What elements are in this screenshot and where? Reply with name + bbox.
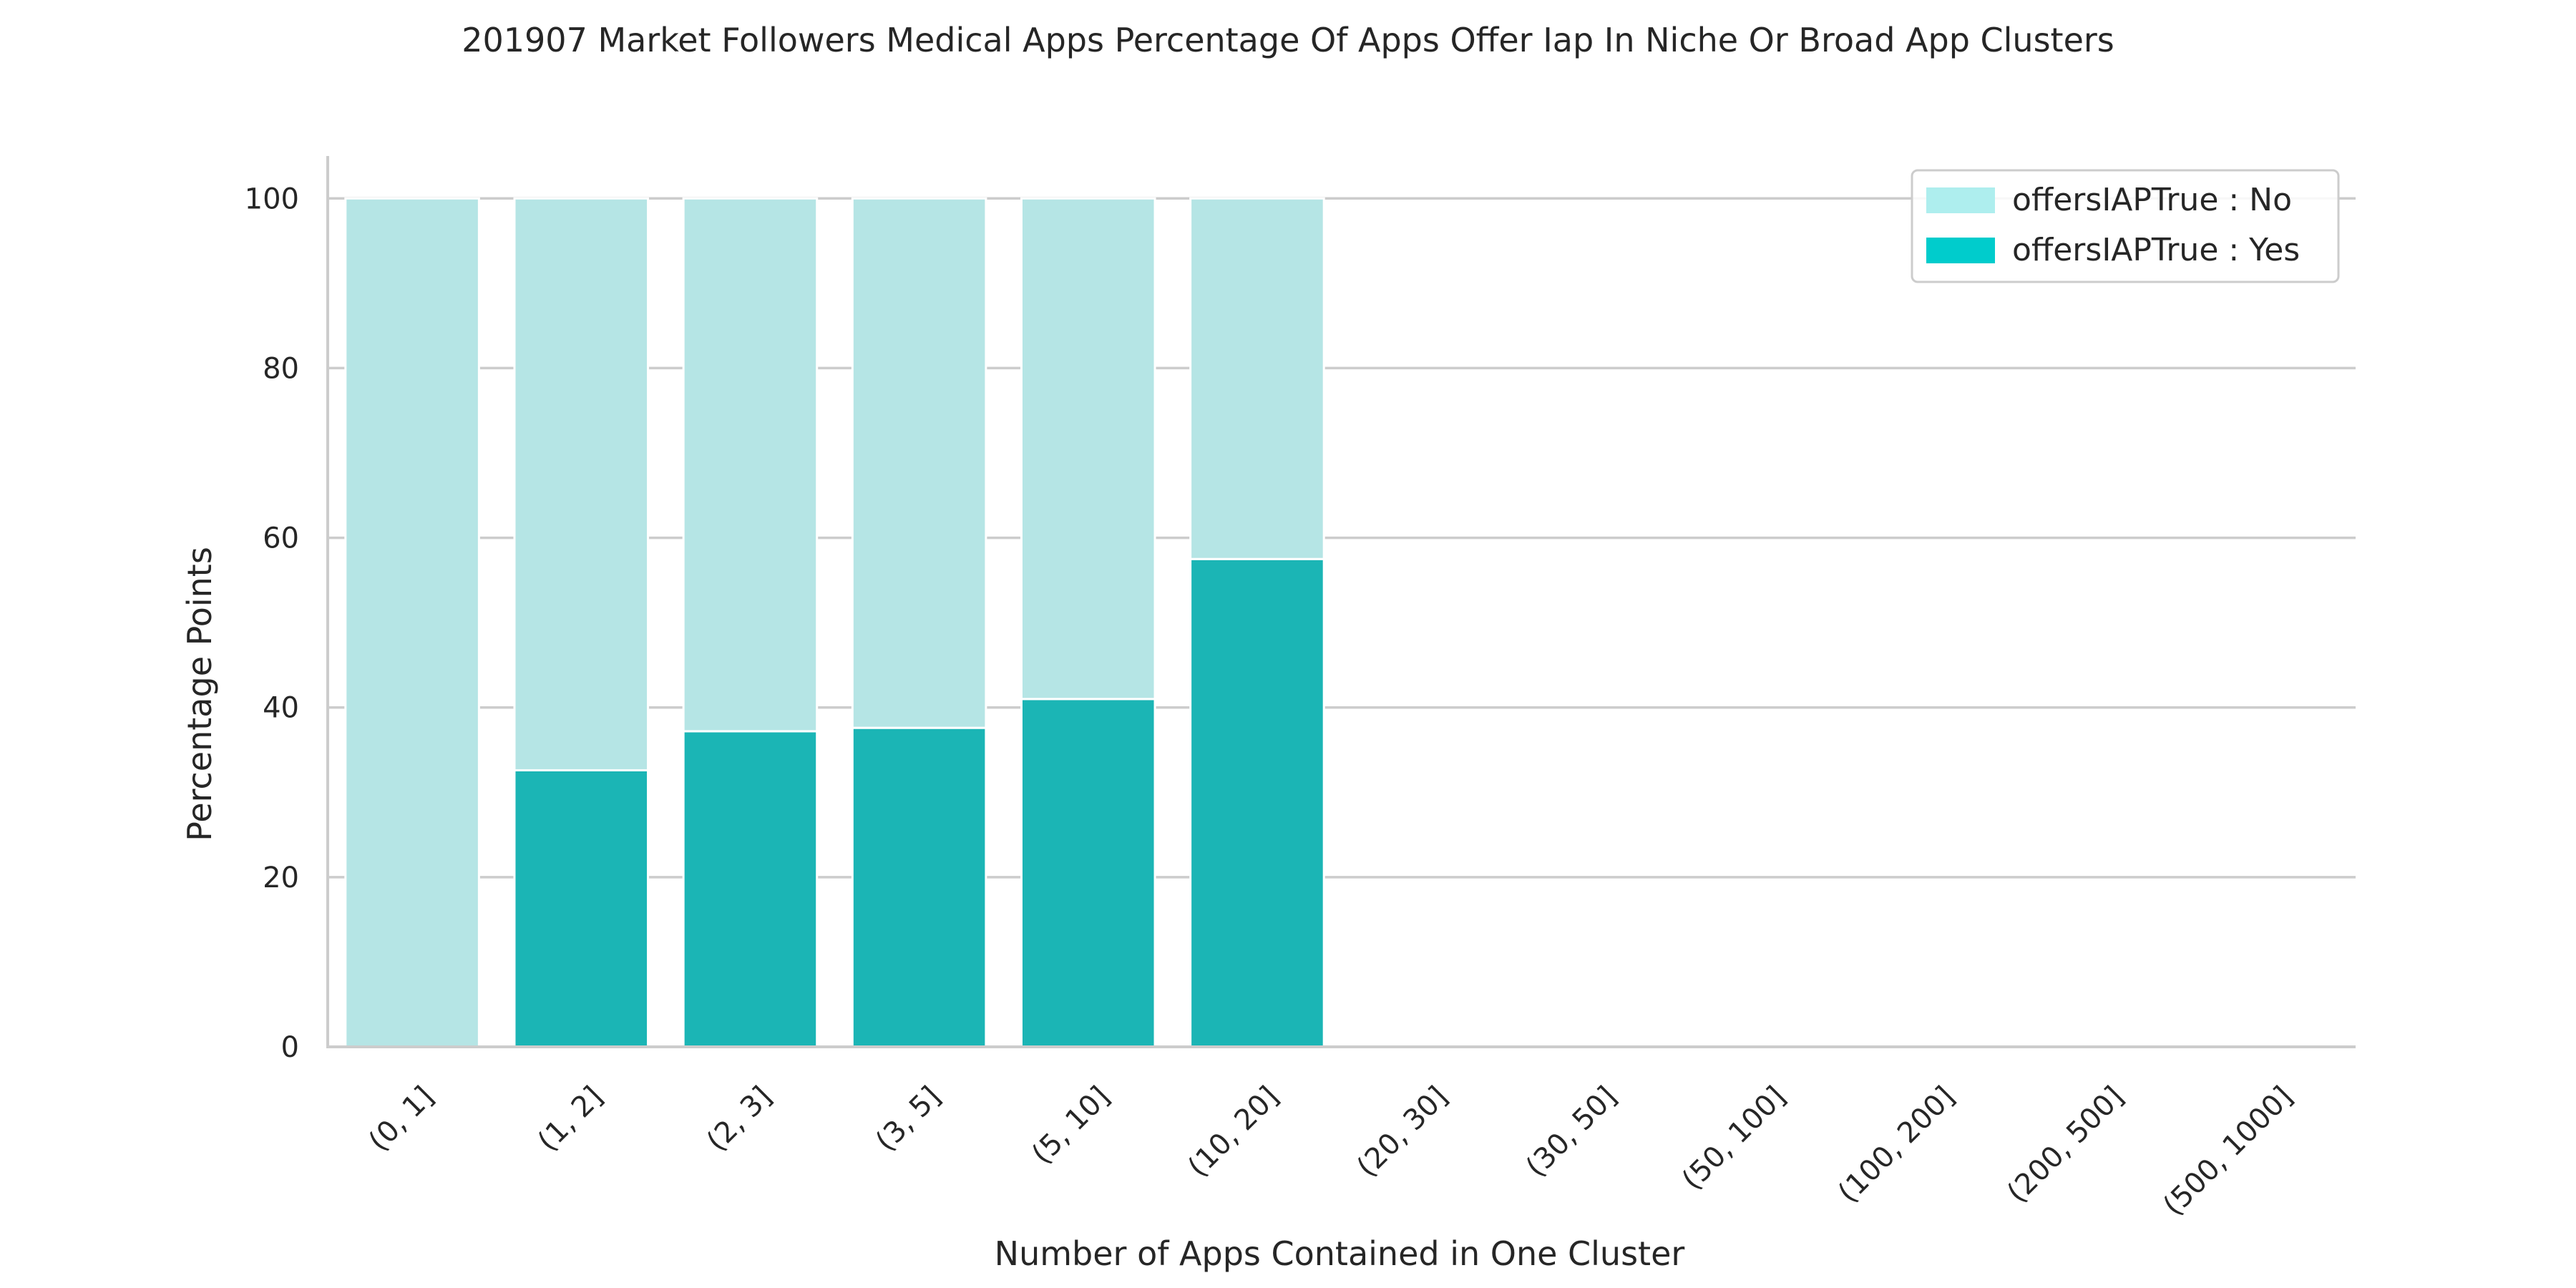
x-tick-label: (2, 3] [701,1080,779,1158]
y-tick-label: 80 [263,352,299,385]
legend: offersIAPTrue : No offersIAPTrue : Yes [1911,169,2340,283]
bars [344,197,1325,1048]
x-tick-label: (30, 50] [1520,1080,1624,1184]
bar-segment [1189,197,1325,560]
legend-swatch [1926,238,1995,263]
x-tick-label: (100, 200] [1832,1080,1961,1210]
bar-segment [513,769,650,1048]
x-tick-label: (0, 1] [363,1080,441,1158]
x-tick-label: (10, 20] [1181,1080,1285,1184]
chart-title: 201907 Market Followers Medical Apps Per… [462,21,2114,59]
legend-swatch [1926,187,1995,213]
x-tick-label: (200, 500] [2001,1080,2130,1210]
x-tick-label: (50, 100] [1676,1080,1792,1197]
y-tick-labels: 0 20 40 60 80 100 [245,182,299,1064]
bar-segment [513,197,650,771]
y-tick-label: 40 [263,692,299,725]
x-tick-labels: (0, 1] (1, 2] (2, 3] (3, 5] (5, 10] (10, 20] (… [363,1080,2299,1223]
y-tick-label: 20 [263,862,299,894]
bar-segment [682,197,819,733]
legend-box [1911,169,2340,283]
bar-segment [851,197,987,729]
x-axis-label: Number of Apps Contained in One Cluster [995,1234,1685,1273]
bar-segment [1189,557,1325,1048]
legend-label: offersIAPTrue : Yes [2012,232,2300,268]
bar-segment [682,730,819,1048]
x-tick-label: (1, 2] [532,1080,610,1158]
bar-segment [344,197,480,1048]
x-tick-label: (500, 1000] [2157,1080,2299,1223]
y-tick-label: 100 [245,182,299,215]
bar-segment [1020,698,1156,1048]
grid-lines [328,197,2356,879]
bar-segment [851,726,987,1048]
x-tick-label: (3, 5] [869,1080,947,1158]
y-tick-label: 0 [281,1031,299,1064]
y-tick-label: 60 [263,522,299,555]
x-tick-label: (5, 10] [1025,1080,1116,1171]
legend-label: offersIAPTrue : No [2012,182,2292,218]
x-tick-label: (20, 30] [1351,1080,1455,1184]
axes [326,156,2356,1048]
bar-segment [1020,197,1156,701]
y-axis-label: Percentage Points [180,547,219,841]
